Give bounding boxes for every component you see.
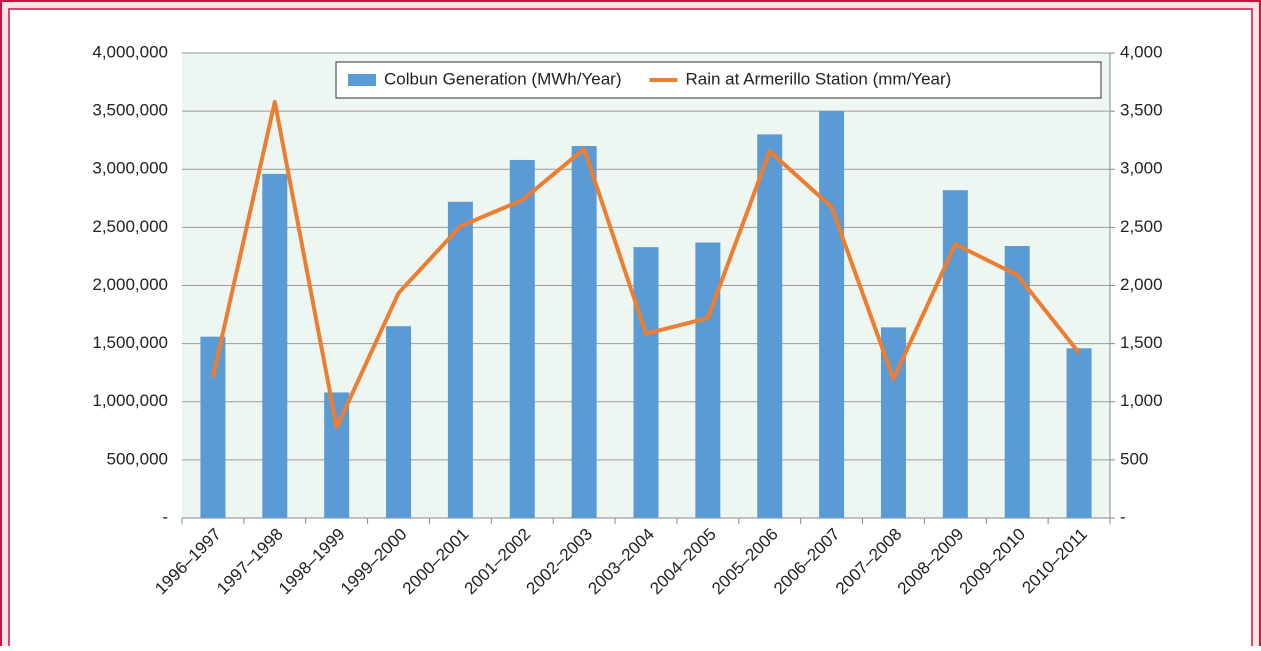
y-tick-label: -	[162, 507, 168, 526]
y2-tick-label: 2,000	[1120, 275, 1163, 294]
bar	[447, 201, 473, 519]
y2-tick-label: 3,000	[1120, 159, 1163, 178]
bar	[757, 134, 783, 518]
legend-label: Rain at Armerillo Station (mm/Year)	[686, 69, 952, 88]
y-tick-label: 4,000,000	[92, 42, 168, 61]
y2-tick-label: 1,000	[1120, 391, 1163, 410]
y-tick-label: 1,500,000	[92, 333, 168, 352]
y2-tick-label: 1,500	[1120, 333, 1163, 352]
y2-tick-label: 2,500	[1120, 217, 1163, 236]
bar	[509, 159, 535, 518]
y-tick-label: 3,500,000	[92, 101, 168, 120]
line	[210, 99, 1081, 430]
y2-tick-label: -	[1120, 507, 1126, 526]
bar	[1066, 348, 1092, 518]
y2-tick-label: 4,000	[1120, 42, 1163, 61]
bar	[695, 242, 721, 519]
y-tick-label: 3,000,000	[92, 159, 168, 178]
y-tick-label: 1,000,000	[92, 391, 168, 410]
bar	[386, 326, 412, 518]
bar	[942, 190, 968, 519]
y2-tick-label: 500	[1120, 449, 1148, 468]
bar	[262, 173, 288, 518]
y2-tick-label: 3,500	[1120, 101, 1163, 120]
bar	[200, 336, 226, 518]
legend-label: Colbun Generation (MWh/Year)	[384, 69, 622, 88]
y-tick-label: 2,500,000	[92, 217, 168, 236]
bar	[633, 247, 659, 518]
legend-swatch	[348, 74, 376, 86]
bar	[819, 111, 845, 518]
bar	[571, 146, 597, 518]
legend	[335, 61, 1102, 99]
y-tick-label: 2,000,000	[92, 275, 168, 294]
bar	[1004, 245, 1030, 518]
y-tick-label: 500,000	[107, 449, 168, 468]
